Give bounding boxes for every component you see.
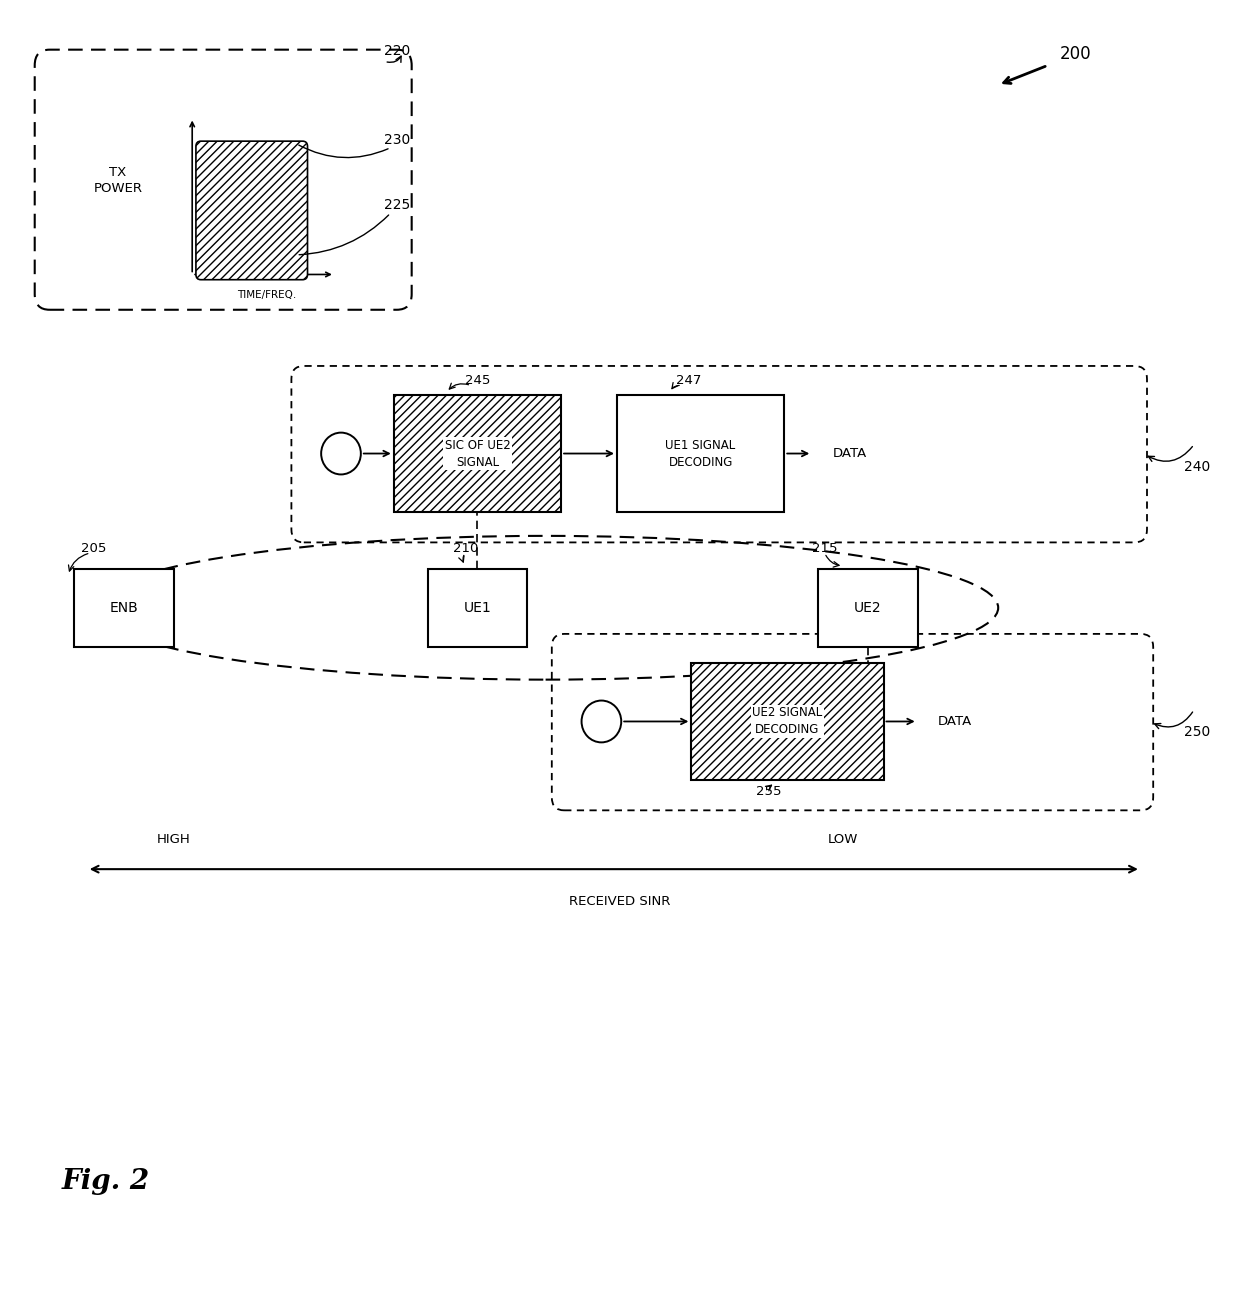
Bar — [692, 663, 883, 780]
Text: TIME/FREQ.: TIME/FREQ. — [237, 290, 296, 301]
Text: RECEIVED SINR: RECEIVED SINR — [569, 895, 671, 908]
Text: HIGH: HIGH — [156, 833, 191, 846]
Text: 247: 247 — [676, 374, 701, 387]
Text: 240: 240 — [1184, 460, 1210, 473]
Text: Fig. 2: Fig. 2 — [62, 1168, 150, 1196]
Text: UE1 SIGNAL
DECODING: UE1 SIGNAL DECODING — [666, 439, 735, 468]
Text: UE1: UE1 — [464, 601, 491, 614]
Bar — [818, 569, 918, 647]
Text: 210: 210 — [453, 541, 477, 554]
Text: 205: 205 — [81, 541, 105, 554]
Text: 225: 225 — [384, 199, 410, 212]
Text: DATA: DATA — [937, 715, 972, 728]
Text: 250: 250 — [1184, 725, 1210, 738]
Text: TX
POWER: TX POWER — [93, 166, 143, 195]
Text: LOW: LOW — [828, 833, 858, 846]
Bar — [428, 569, 527, 647]
Text: ENB: ENB — [109, 601, 139, 614]
Bar — [394, 395, 560, 512]
Text: SIC OF UE2
SIGNAL: SIC OF UE2 SIGNAL — [444, 439, 511, 468]
Text: DATA: DATA — [832, 447, 867, 460]
Text: 245: 245 — [465, 374, 490, 387]
Text: 255: 255 — [756, 784, 782, 797]
Bar — [618, 395, 784, 512]
Text: UE2: UE2 — [854, 601, 882, 614]
Text: UE2 SIGNAL
DECODING: UE2 SIGNAL DECODING — [753, 707, 822, 736]
Text: 220: 220 — [384, 44, 410, 58]
Text: 215: 215 — [812, 541, 838, 554]
Text: 230: 230 — [384, 133, 410, 146]
FancyBboxPatch shape — [196, 141, 308, 280]
Text: 200: 200 — [1060, 44, 1092, 63]
Bar — [74, 569, 174, 647]
